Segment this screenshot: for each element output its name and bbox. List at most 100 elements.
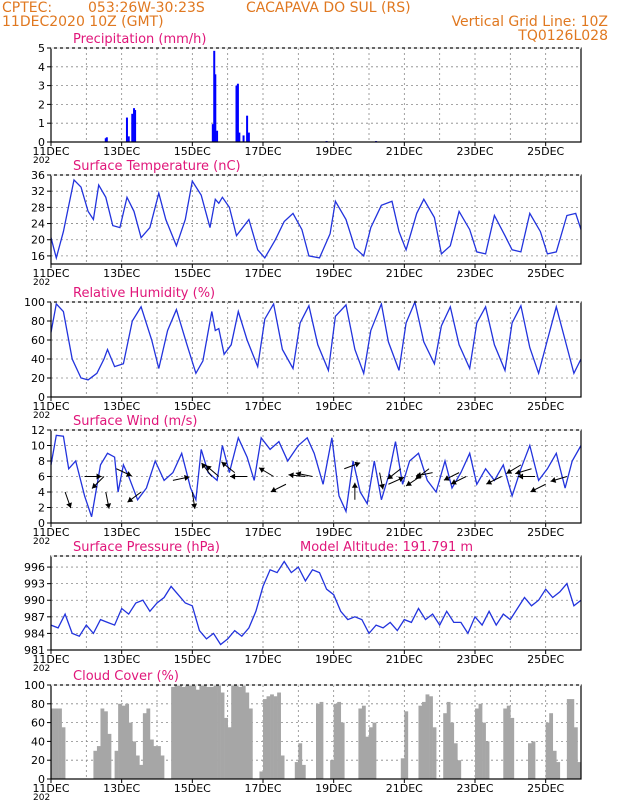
wind-arrow [221, 461, 236, 474]
cloud-bar [248, 708, 253, 779]
cloud-bar [301, 764, 306, 779]
cloud-bar [181, 686, 186, 779]
x-tick-label: 11DEC [32, 653, 69, 666]
y-tick-label: 996 [24, 561, 45, 574]
y-tick-label: 0 [38, 391, 45, 404]
x-tick-label: 19DEC [315, 400, 352, 413]
cloud-bar [330, 760, 334, 779]
cloud-bar [503, 708, 508, 779]
cloud-bar [372, 722, 377, 779]
series-line [50, 299, 582, 381]
cloud-bar [128, 722, 133, 779]
y-tick-label: 993 [24, 578, 45, 591]
x-tick-label: 21DEC [386, 145, 423, 158]
panel-title: Surface Temperature (nC) [73, 159, 241, 174]
wind-arrow [191, 491, 198, 509]
y-tick-label: 20 [31, 372, 45, 385]
x-tick-label: 13DEC [103, 653, 140, 666]
cloud-bar [316, 703, 320, 779]
panel-frame [50, 47, 582, 143]
cloud-bar [270, 694, 274, 779]
x-tick-label: 13DEC [103, 145, 140, 158]
x-tick-label: 21DEC [386, 526, 423, 539]
x-tick-label: 13DEC [103, 526, 140, 539]
wind-arrow [64, 491, 72, 509]
wind-arrow [105, 491, 112, 509]
y-tick-label: 80 [31, 698, 45, 711]
cloud-bar [280, 755, 285, 779]
x-tick-label: 17DEC [244, 526, 281, 539]
wind-arrow [450, 476, 467, 485]
cloud-bar [365, 736, 370, 779]
y-tick-label: 984 [24, 627, 45, 640]
cloud-bar [220, 692, 225, 779]
y-tick-label: 0 [38, 773, 45, 786]
cloud-bar [298, 743, 303, 779]
year-label: 202 [33, 156, 50, 166]
cloud-bar [114, 750, 119, 779]
x-tick-label: 11DEC [32, 400, 69, 413]
wind-arrow [506, 464, 522, 475]
precip-bar [242, 135, 245, 142]
series-line [50, 178, 582, 261]
x-tick-label: 15DEC [174, 526, 211, 539]
cloud-bar [273, 696, 278, 779]
y-tick-label: 2 [38, 502, 45, 515]
cloud-bar [545, 722, 550, 779]
cloud-bar [333, 703, 338, 779]
header-station: CACAPAVA DO SUL (RS) [246, 0, 411, 16]
x-tick-label: 25DEC [527, 526, 564, 539]
cloud-bar [195, 689, 200, 779]
year-label: 202 [33, 278, 50, 288]
cloud-bar [531, 741, 536, 779]
precip-bar [247, 132, 250, 142]
cloud-bar [400, 758, 405, 779]
panel-title: Precipitation (mm/h) [73, 32, 206, 47]
cloud-bar [566, 699, 571, 779]
header-source: CPTEC: [2, 0, 52, 16]
y-tick-label: 16 [31, 250, 45, 263]
cloud-bar [213, 685, 218, 779]
panel-5: 0 20 40 60 80 100 Cloud Cover (%) 11DEC 13DEC 15D… [24, 669, 582, 800]
x-tick-label: 15DEC [174, 653, 211, 666]
cloud-bar [58, 708, 62, 779]
cloud-bar [552, 750, 557, 779]
header-model-code: TQ0126L028 [517, 28, 608, 44]
x-tick-label: 23DEC [456, 145, 493, 158]
cloud-bar [369, 727, 373, 779]
y-tick-label: 10 [31, 440, 45, 453]
panel-frame [50, 555, 582, 651]
x-tick-label: 17DEC [244, 145, 281, 158]
cloud-bar [549, 713, 554, 779]
wind-arrow [288, 472, 306, 479]
header-coordinates: 053:26W-30:23S [88, 0, 205, 16]
precip-bar [125, 117, 128, 142]
cloud-bar [573, 727, 578, 779]
cloud-bar [206, 686, 211, 779]
cloud-bar [93, 750, 98, 779]
cloud-bar [319, 701, 324, 779]
cloud-bar [142, 713, 147, 779]
cloud-bar [210, 686, 214, 779]
cloud-bar [224, 717, 228, 779]
wind-arrow [230, 473, 248, 480]
cloud-bar [100, 708, 105, 779]
x-tick-label: 23DEC [456, 267, 493, 280]
cloud-bar [171, 686, 175, 779]
panel-frame [50, 301, 582, 398]
x-tick-label: 15DEC [174, 400, 211, 413]
precip-bar [246, 115, 249, 142]
wind-arrow [518, 473, 536, 480]
x-tick-label: 17DEC [244, 782, 281, 795]
x-tick-label: 23DEC [456, 782, 493, 795]
y-tick-label: 0 [38, 517, 45, 530]
cloud-bar [174, 685, 179, 779]
cloud-bar [132, 741, 137, 779]
x-tick-label: 11DEC [32, 782, 69, 795]
wind-arrow [172, 474, 190, 481]
series-line [50, 434, 582, 518]
y-tick-label: 24 [31, 218, 45, 231]
y-tick-label: 20 [31, 754, 45, 767]
y-tick-label: 5 [38, 42, 45, 55]
cloud-bar [241, 685, 246, 779]
